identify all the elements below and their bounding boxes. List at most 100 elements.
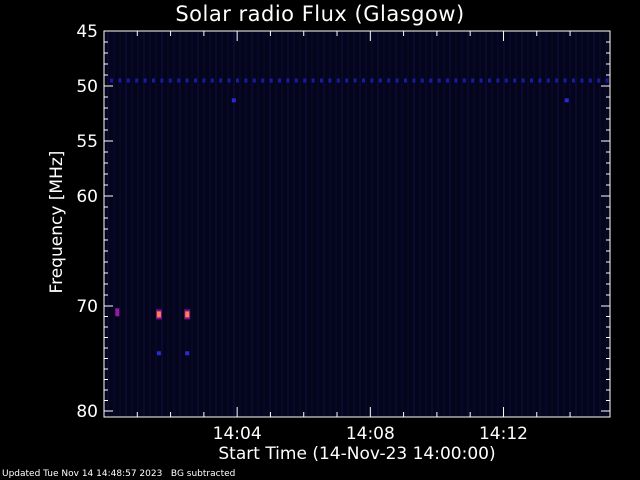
y-tick-label: 45 — [76, 22, 98, 42]
y-axis-label: Frequency [MHz] — [47, 150, 67, 294]
channel-stripe — [203, 31, 205, 417]
persistent-band-dot — [504, 78, 508, 83]
channel-stripe — [473, 31, 475, 417]
persistent-band-dot — [538, 78, 542, 83]
persistent-band-dot — [605, 78, 609, 83]
persistent-band-dot — [328, 78, 332, 83]
channel-stripe — [185, 31, 187, 417]
channel-stripe — [155, 31, 157, 417]
channel-stripe — [293, 31, 295, 417]
persistent-band-dot — [261, 78, 265, 83]
channel-stripe — [263, 31, 265, 417]
persistent-band-dot — [572, 78, 575, 83]
channel-stripe — [191, 31, 193, 417]
persistent-band-dot — [278, 78, 281, 83]
channel-stripe — [491, 31, 493, 417]
channel-stripe — [257, 31, 259, 417]
channel-stripe — [515, 31, 517, 417]
channel-stripe — [341, 31, 343, 417]
channel-stripe — [371, 31, 373, 417]
persistent-band-dot — [563, 78, 567, 83]
persistent-band-dot — [202, 78, 206, 83]
channel-stripe — [167, 31, 169, 417]
persistent-band-dot — [429, 78, 433, 83]
channel-stripe — [227, 31, 229, 417]
channel-stripe — [233, 31, 235, 417]
channel-stripe — [209, 31, 211, 417]
persistent-band-dot — [555, 78, 559, 83]
channel-stripe — [275, 31, 277, 417]
persistent-band-dot — [479, 78, 483, 83]
channel-stripe — [359, 31, 361, 417]
x-axis-label: Start Time (14-Nov-23 14:00:00) — [218, 444, 496, 464]
channel-stripe — [281, 31, 283, 417]
channel-stripe — [563, 31, 565, 417]
channel-stripe — [353, 31, 355, 417]
x-tick-label: 14:04 — [213, 424, 262, 444]
channel-stripe — [437, 31, 439, 417]
burst-spot — [115, 308, 120, 317]
channel-stripe — [143, 31, 145, 417]
channel-stripe — [539, 31, 541, 417]
channel-stripe — [239, 31, 241, 417]
channel-stripe — [467, 31, 469, 417]
y-axis: 45 50 55 60 70 80 — [76, 22, 610, 422]
persistent-band-dot — [437, 78, 441, 83]
persistent-band-dot — [303, 78, 307, 83]
plot-frame — [103, 30, 611, 418]
persistent-band-dot — [588, 78, 592, 83]
channel-stripe — [551, 31, 553, 417]
channel-stripe — [455, 31, 457, 417]
x-tick-label: 14:08 — [346, 424, 395, 444]
persistent-band-dot — [135, 78, 139, 83]
heatmap-features — [110, 78, 609, 356]
channel-stripe — [485, 31, 487, 417]
channel-stripe — [479, 31, 481, 417]
channel-stripe — [131, 31, 133, 417]
x-axis: 14:04 14:08 14:12 — [136, 31, 571, 444]
channel-stripe — [443, 31, 445, 417]
channel-stripe — [125, 31, 127, 417]
channel-stripe — [173, 31, 175, 417]
burst-spot — [185, 311, 190, 318]
burst-spot — [231, 98, 236, 103]
persistent-band-dot — [143, 78, 147, 83]
persistent-band-dot — [378, 78, 382, 83]
channel-stripe — [299, 31, 301, 417]
channel-stripe — [221, 31, 223, 417]
channel-stripe — [431, 31, 433, 417]
persistent-band-dot — [395, 78, 399, 83]
channel-stripe — [287, 31, 289, 417]
persistent-band-dot — [320, 78, 323, 83]
persistent-band-dot — [311, 78, 315, 83]
persistent-band-dot — [471, 78, 475, 83]
channel-stripe — [137, 31, 139, 417]
persistent-band-dot — [110, 78, 113, 83]
persistent-band-dot — [580, 78, 584, 83]
channel-stripe — [377, 31, 379, 417]
channel-stripe — [419, 31, 421, 417]
channel-stripe — [119, 31, 121, 417]
channel-stripe — [179, 31, 181, 417]
channel-stripe — [521, 31, 523, 417]
channel-stripe — [365, 31, 367, 417]
persistent-band-dot — [521, 78, 525, 83]
burst-spot — [156, 311, 161, 318]
persistent-band-dot — [210, 78, 214, 83]
channel-stripe — [503, 31, 505, 417]
persistent-band-dot — [370, 78, 374, 83]
persistent-band-dot — [152, 78, 155, 83]
persistent-band-dot — [412, 78, 416, 83]
channel-stripe — [575, 31, 577, 417]
persistent-band-dot — [227, 78, 231, 83]
persistent-band-dot — [185, 78, 189, 83]
persistent-band-dot — [345, 78, 349, 83]
channel-stripe — [605, 31, 607, 417]
channel-stripe — [449, 31, 451, 417]
footer-status: Updated Tue Nov 14 14:48:57 2023 BG subt… — [2, 469, 235, 479]
channel-stripe — [317, 31, 319, 417]
persistent-band-dot — [236, 78, 239, 83]
persistent-band-dot — [294, 78, 298, 83]
persistent-band-dot — [160, 78, 164, 83]
